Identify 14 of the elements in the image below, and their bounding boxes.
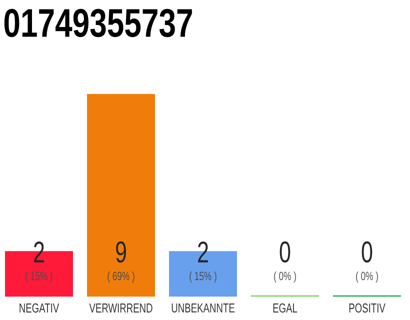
data-label: 0 xyxy=(280,241,290,263)
x-tick-label: VERWIRREND xyxy=(89,304,152,312)
data-label: 9 xyxy=(116,241,126,263)
data-label: 0 xyxy=(362,241,372,263)
chart-title: 01749355737 xyxy=(4,8,192,38)
x-tick-label: NEGATIV xyxy=(20,303,60,313)
annotation: ( 0% ) xyxy=(274,271,296,283)
x-tick-label: UNBEKANNTE xyxy=(172,303,234,313)
annotation: ( 15% ) xyxy=(190,271,216,283)
annotation: ( 0% ) xyxy=(356,271,378,283)
x-tick-label: EGAL xyxy=(273,303,298,313)
x-tick-label: POSITIV xyxy=(349,303,386,313)
annotation: ( 69% ) xyxy=(108,271,134,283)
annotation: ( 15% ) xyxy=(26,271,52,283)
